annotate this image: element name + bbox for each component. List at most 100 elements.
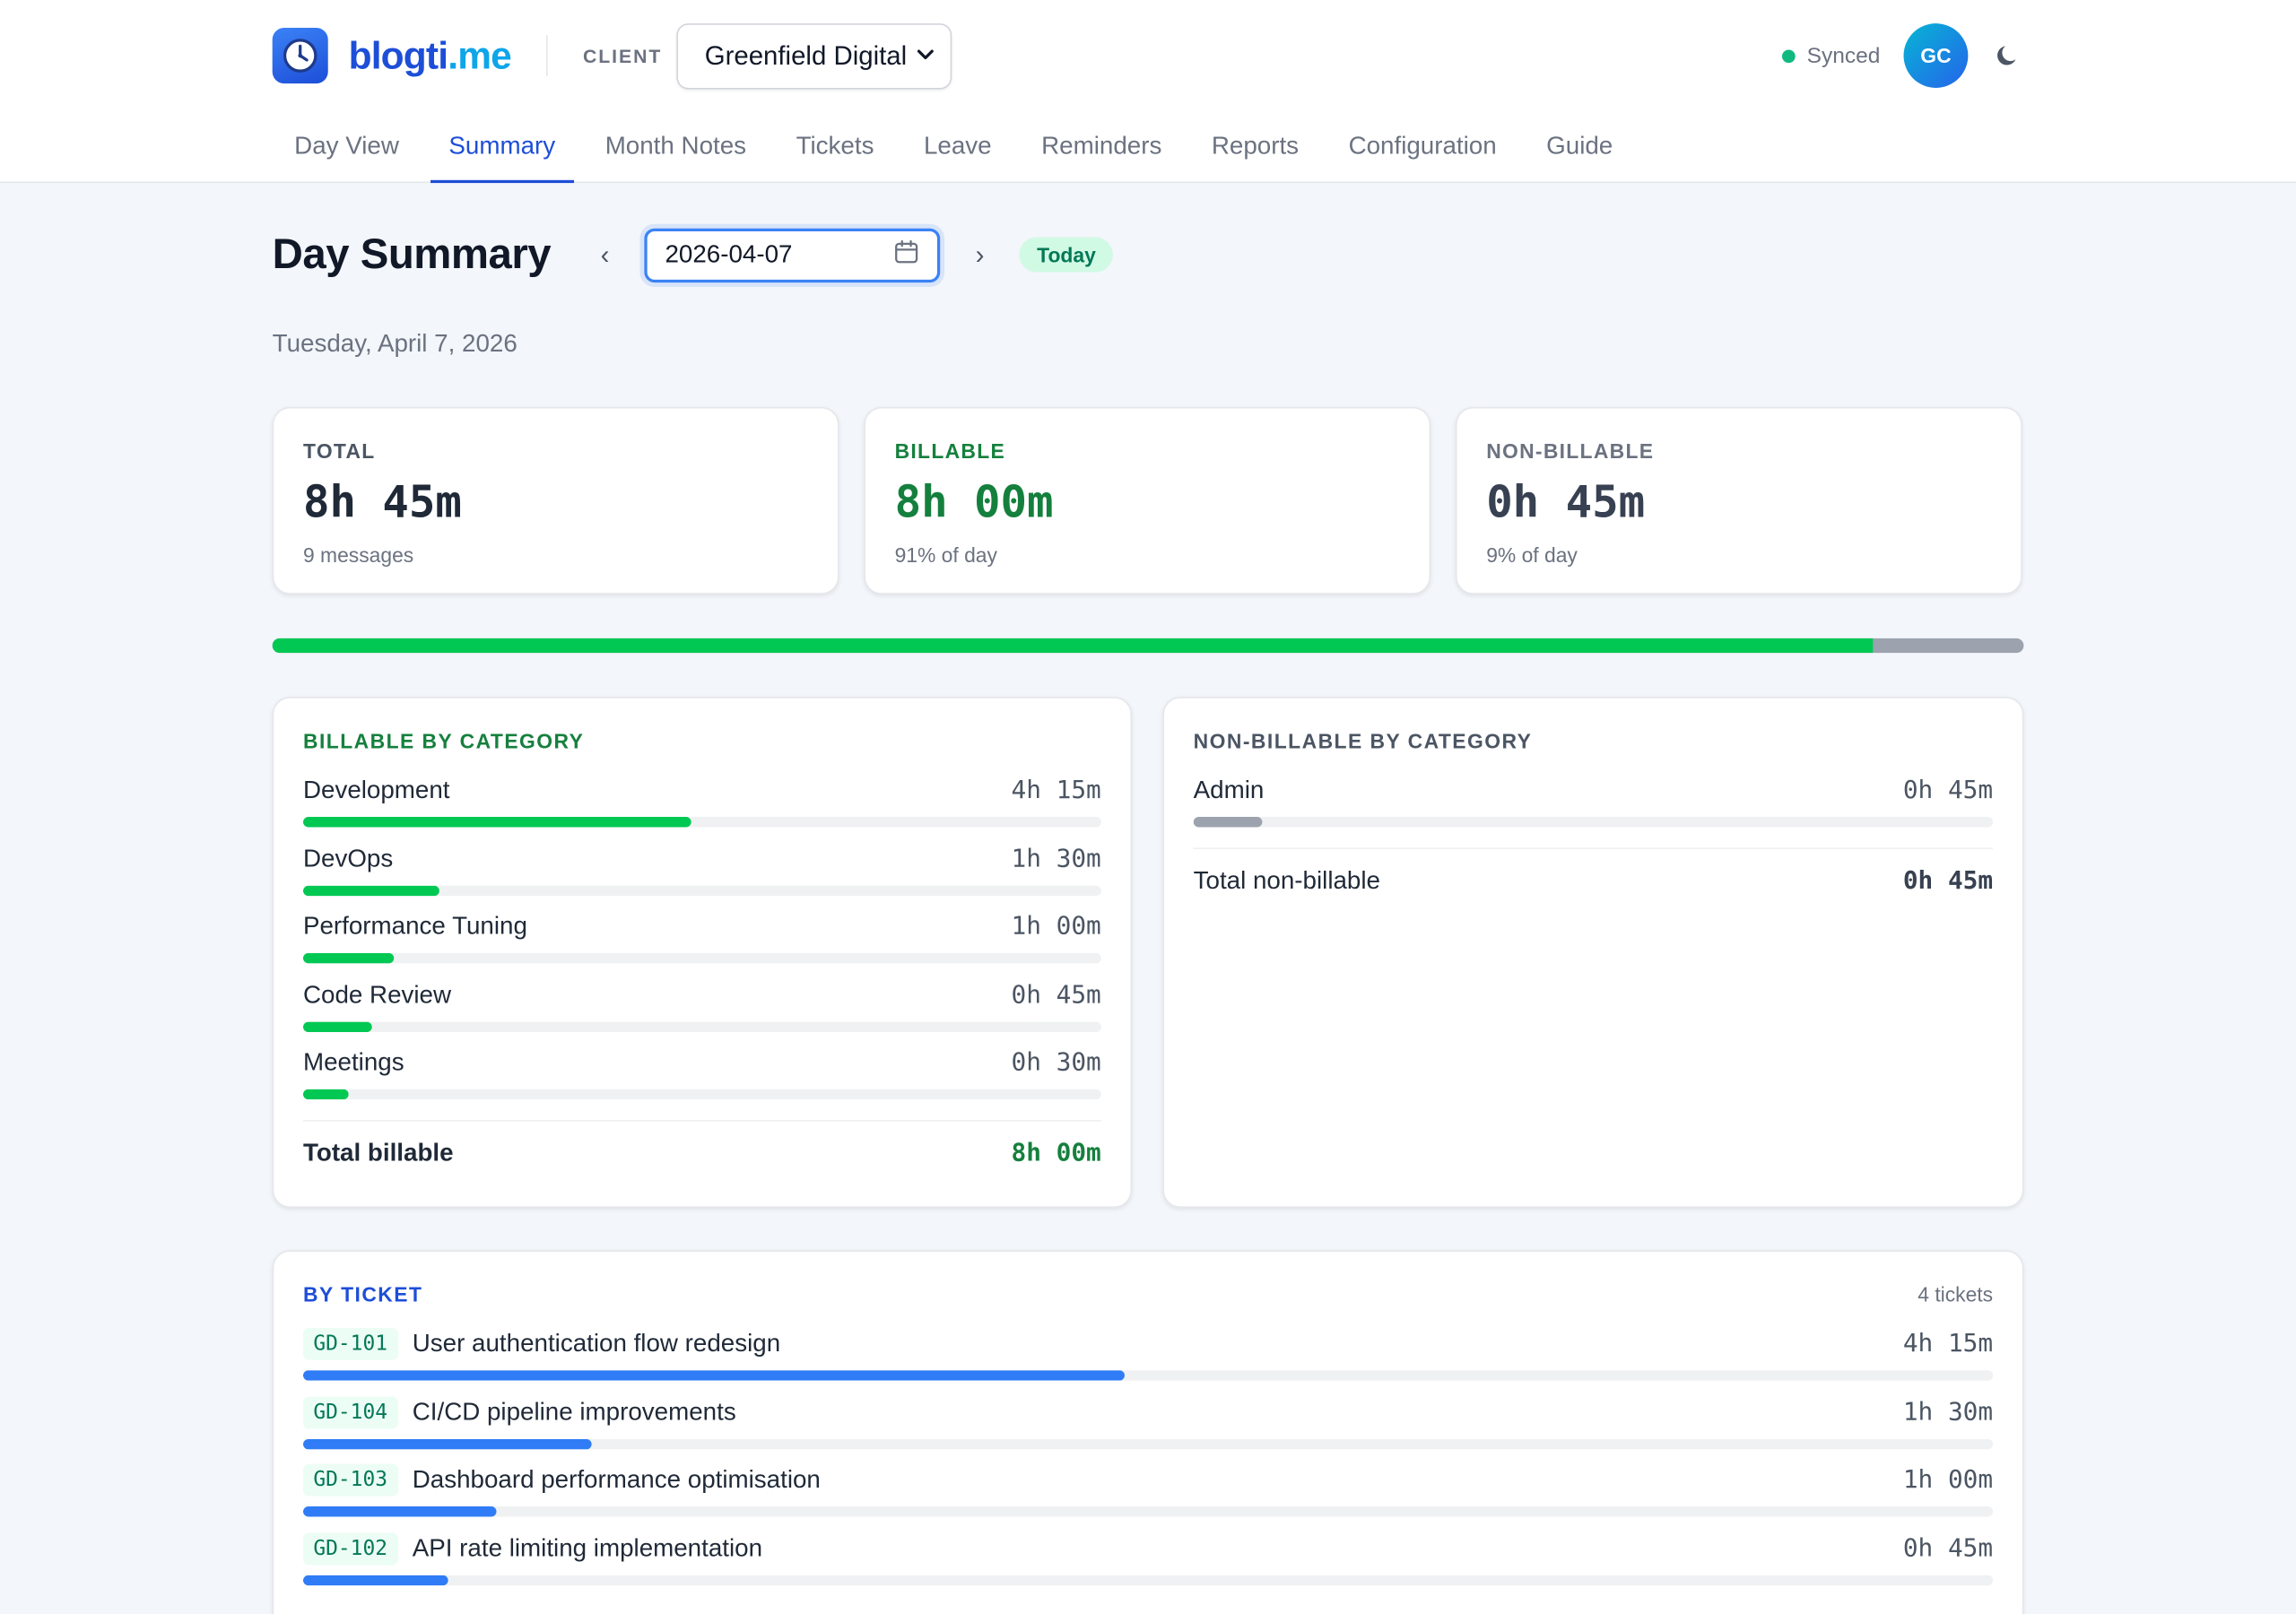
tab-reports[interactable]: Reports (1211, 131, 1300, 160)
ticket-name: User authentication flow redesign (412, 1329, 781, 1358)
ticket-bar-track (302, 1506, 1994, 1517)
billable-category-card: BILLABLE BY CATEGORY Development 4h 15m D… (272, 697, 1133, 1208)
today-button[interactable]: Today (1019, 237, 1114, 273)
avatar[interactable]: GC (1903, 23, 1969, 88)
billable-stat-sub: 91% of day (894, 542, 997, 567)
category-bar-track (302, 884, 1101, 896)
ticket-count: 4 tickets (1918, 1282, 1994, 1306)
ticket-bar-track (302, 1574, 1994, 1585)
category-row: DevOps 1h 30m (302, 839, 1101, 907)
category-bar-track (302, 1089, 1101, 1100)
category-bar-track (302, 817, 1101, 828)
billable-ratio-fill (272, 638, 1874, 654)
top-bar: blogti.me CLIENT Greenfield Digital Sync… (272, 22, 2024, 89)
moon-icon[interactable] (1991, 39, 2023, 72)
ticket-row[interactable]: GD-102 API rate limiting implementation … (302, 1529, 1994, 1597)
tab-summary[interactable]: Summary (424, 109, 580, 184)
by-ticket-header: BY TICKET 4 tickets (303, 1282, 1993, 1306)
ticket-bar-track (302, 1438, 1994, 1449)
category-value: 0h 30m (1011, 1048, 1101, 1078)
ticket-bar-fill (302, 1506, 496, 1517)
ticket-bar-fill (302, 1574, 448, 1585)
category-value: 4h 15m (1011, 776, 1101, 805)
sync-status-dot (1781, 48, 1796, 63)
ticket-code[interactable]: GD-101 (302, 1327, 398, 1360)
title-row: Day Summary ‹ 2026-04-07 › Today (273, 227, 1298, 282)
category-bar-fill (302, 1020, 372, 1032)
client-select[interactable]: Greenfield Digital (676, 22, 952, 89)
non-billable-total-label: Total non-billable (1193, 865, 1380, 894)
category-row: Meetings 0h 30m (302, 1044, 1101, 1112)
clock-icon[interactable] (272, 28, 328, 84)
ticket-value: 0h 45m (1902, 1533, 1994, 1563)
app-logo-text[interactable]: blogti.me (348, 32, 512, 77)
total-stat-card: TOTAL 8h 45m 9 messages (272, 406, 839, 594)
tab-leave[interactable]: Leave (923, 131, 992, 160)
non-billable-total-row: Total non-billable 0h 45m (1193, 846, 1994, 896)
ticket-value: 1h 00m (1902, 1465, 1994, 1495)
category-row: Code Review 0h 45m (302, 976, 1101, 1044)
ticket-name: Dashboard performance optimisation (412, 1465, 821, 1494)
category-row: Development 4h 15m (302, 771, 1101, 839)
category-bar-track (302, 952, 1101, 964)
ticket-value: 4h 15m (1902, 1329, 1994, 1359)
non-billable-total-value: 0h 45m (1902, 865, 1994, 896)
non-billable-category-list: Admin 0h 45m (1193, 771, 1994, 839)
category-row: Admin 0h 45m (1193, 771, 1994, 839)
billable-stat-label: BILLABLE (894, 438, 1006, 463)
billable-total-value: 8h 00m (1011, 1138, 1101, 1168)
billable-stat-value: 8h 00m (894, 477, 1054, 529)
ticket-bar-track (302, 1370, 1994, 1381)
category-row: Performance Tuning 1h 00m (302, 907, 1101, 976)
category-name: Performance Tuning (302, 912, 527, 941)
tab-reminders[interactable]: Reminders (1041, 131, 1162, 160)
ticket-code[interactable]: GD-104 (302, 1395, 398, 1428)
category-name: Code Review (302, 980, 452, 1009)
ticket-bar-fill (302, 1370, 1125, 1381)
billable-total-label: Total billable (302, 1138, 454, 1167)
client-select-value: Greenfield Digital (704, 39, 908, 70)
tab-tickets[interactable]: Tickets (796, 131, 874, 160)
billable-stat-card: BILLABLE 8h 00m 91% of day (864, 406, 1431, 594)
ticket-code[interactable]: GD-102 (302, 1532, 398, 1565)
ticket-row[interactable]: GD-101 User authentication flow redesign… (302, 1325, 1994, 1393)
header-divider (546, 35, 548, 76)
chevron-down-icon (916, 40, 936, 71)
category-bar-fill (302, 884, 440, 896)
tab-month-notes[interactable]: Month Notes (604, 131, 747, 160)
ticket-row[interactable]: GD-103 Dashboard performance optimisatio… (302, 1461, 1994, 1529)
chevron-right-icon[interactable]: › (975, 239, 985, 269)
category-value: 1h 00m (1011, 912, 1101, 941)
ticket-list: GD-101 User authentication flow redesign… (302, 1325, 1994, 1598)
ticket-bar-fill (302, 1438, 593, 1449)
main-nav: Day View Summary Month Notes Tickets Lea… (273, 109, 1638, 184)
non-billable-stat-sub: 9% of day (1486, 542, 1578, 567)
category-bar-fill (302, 1089, 349, 1100)
category-bar-track (1193, 817, 1994, 828)
category-value: 1h 30m (1011, 844, 1101, 873)
ticket-name: API rate limiting implementation (412, 1533, 763, 1562)
by-ticket-title: BY TICKET (302, 1282, 423, 1306)
ticket-code[interactable]: GD-103 (302, 1463, 398, 1497)
calendar-icon[interactable] (893, 238, 919, 272)
tab-guide[interactable]: Guide (1546, 131, 1613, 160)
tab-day-view[interactable]: Day View (294, 131, 399, 160)
category-name: Admin (1193, 776, 1265, 804)
billable-category-list: Development 4h 15m DevOps 1h 30m Performan… (302, 771, 1101, 1112)
date-input[interactable]: 2026-04-07 (644, 227, 941, 282)
chevron-left-icon[interactable]: ‹ (600, 239, 610, 269)
total-stat-label: TOTAL (302, 438, 376, 463)
category-bar-track (302, 1020, 1101, 1032)
header-tools: Synced GC (1781, 23, 2023, 88)
category-bar-fill (302, 952, 395, 964)
non-billable-stat-value: 0h 45m (1486, 477, 1646, 529)
category-name: Meetings (302, 1048, 404, 1077)
category-bar-fill (1193, 817, 1263, 828)
ticket-row[interactable]: GD-104 CI/CD pipeline improvements 1h 30… (302, 1393, 1994, 1462)
billable-total-row: Total billable 8h 00m (302, 1119, 1101, 1168)
category-bar-fill (302, 817, 691, 828)
page-title: Day Summary (272, 230, 552, 278)
tab-configuration[interactable]: Configuration (1348, 131, 1497, 160)
sync-status-text: Synced (1806, 43, 1881, 68)
category-name: Development (302, 776, 450, 804)
